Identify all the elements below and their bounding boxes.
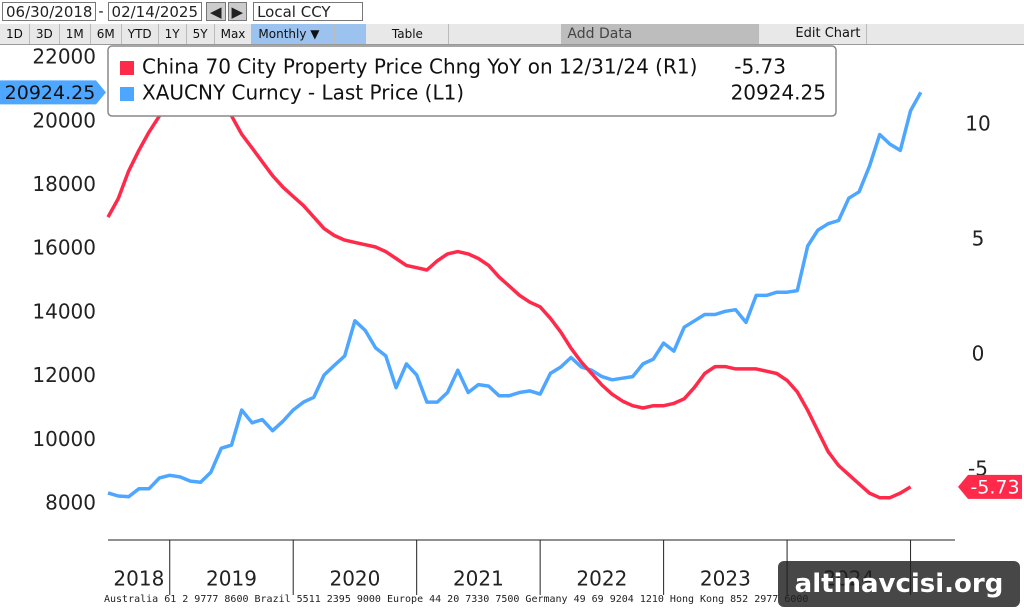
edit-chart[interactable]: Edit Chart xyxy=(789,24,868,44)
y-tick-label: 18000 xyxy=(32,172,96,196)
end-date[interactable]: 02/14/2025 xyxy=(107,2,202,21)
y-tick-label: 10000 xyxy=(32,427,96,451)
spacer xyxy=(449,24,561,44)
x-tick-label: 2021 xyxy=(453,567,504,591)
x-tick-label: 2020 xyxy=(329,567,380,591)
table-button[interactable]: Table xyxy=(366,24,450,44)
range-buttons: 1D 3D 1M 6M YTD 1Y 5Y Max xyxy=(0,24,253,44)
start-date[interactable]: 06/30/2018 xyxy=(2,2,97,21)
legend-value: -5.73 xyxy=(734,55,786,79)
range-button[interactable]: Max xyxy=(215,24,253,44)
toolbar-top: 06/30/2018 - 02/14/2025 ◀ ▶ Local CCY xyxy=(0,0,1024,23)
range-button[interactable]: 1D xyxy=(0,24,30,44)
date-separator: - xyxy=(98,3,104,20)
x-tick-label: 2019 xyxy=(206,567,257,591)
last-value-tag xyxy=(0,80,106,105)
currency-select[interactable]: Local CCY xyxy=(253,2,364,21)
y-tick-label: 16000 xyxy=(32,236,96,260)
chart-type[interactable] xyxy=(335,24,367,44)
y2-tick-label: 5 xyxy=(972,227,985,251)
x-tick-label: 2022 xyxy=(576,567,627,591)
legend-value: 20924.25 xyxy=(731,81,826,105)
range-button[interactable]: YTD xyxy=(122,24,159,44)
legend-swatch xyxy=(120,61,134,75)
range-button[interactable]: 6M xyxy=(91,24,122,44)
range-button[interactable]: 1M xyxy=(60,24,91,44)
legend-box xyxy=(107,45,837,117)
toolbar-bottom: 1D 3D 1M 6M YTD 1Y 5Y Max Monthly ▼ Table Add D… xyxy=(0,24,1024,45)
y2-tick-label: 0 xyxy=(972,342,985,366)
legend-label: China 70 City Property Price Chng YoY on… xyxy=(142,55,697,79)
legend: China 70 City Property Price Chng YoY on… xyxy=(107,45,837,117)
chart: 8000 10000 12000 14000 16000 18000 20000 22000 -… xyxy=(0,45,1022,595)
x-tick-label: 2018 xyxy=(113,567,164,591)
footer: Australia 61 2 9777 8600 Brazil 5511 239… xyxy=(104,594,809,605)
add-data[interactable]: Add Data xyxy=(561,24,760,44)
range-button[interactable]: 3D xyxy=(30,24,60,44)
y-tick-label: 20000 xyxy=(32,108,96,132)
series-line xyxy=(107,91,923,499)
series-line xyxy=(106,88,912,500)
y-tick-label: 12000 xyxy=(32,363,96,387)
y-tick-label: 8000 xyxy=(45,491,96,515)
y-tick-label: 22000 xyxy=(32,45,96,69)
period-select[interactable]: Monthly ▼ xyxy=(252,24,336,44)
last-value-tag xyxy=(958,474,1022,499)
watermark: altinavcisi.org xyxy=(778,561,1020,607)
legend-label: XAUCNY Curncy - Last Price (L1) xyxy=(142,81,464,105)
range-button[interactable]: 1Y xyxy=(159,24,187,44)
last-value-label: -5.73 xyxy=(970,476,1019,498)
y-tick-label: 14000 xyxy=(32,299,96,323)
y2-tick-label: -5 xyxy=(968,457,988,481)
legend-swatch xyxy=(120,87,134,101)
x-tick-label: 2023 xyxy=(700,567,751,591)
range-button[interactable]: 5Y xyxy=(187,24,215,44)
y2-tick-label: 10 xyxy=(965,112,990,136)
last-value-label: 20924.25 xyxy=(5,82,96,104)
